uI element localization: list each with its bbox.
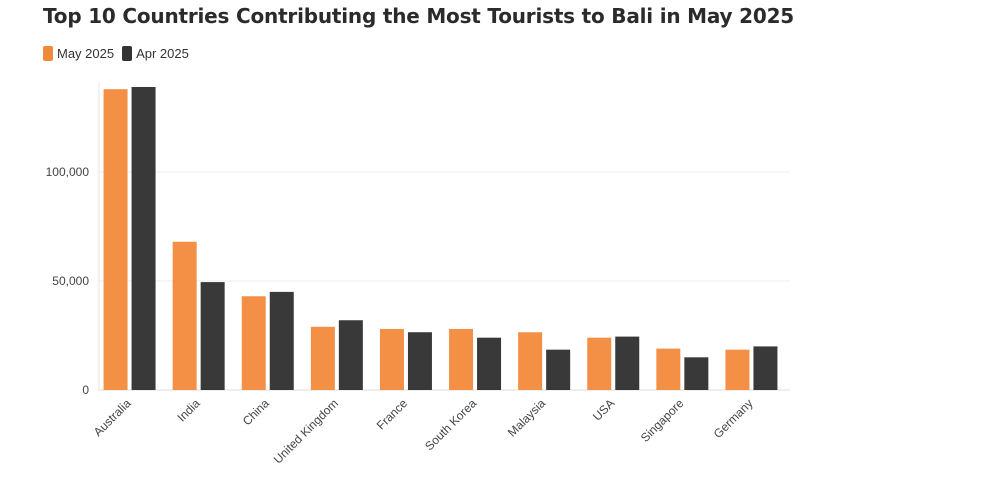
- bar[interactable]: [241, 296, 266, 390]
- chart-title: Top 10 Countries Contributing the Most T…: [43, 4, 795, 28]
- bar[interactable]: [269, 291, 294, 390]
- bar[interactable]: [753, 346, 778, 390]
- y-tick-label: 50,000: [52, 274, 89, 288]
- bar[interactable]: [546, 349, 571, 390]
- bar[interactable]: [379, 328, 404, 390]
- bar[interactable]: [518, 332, 543, 390]
- legend-item-apr-2025[interactable]: Apr 2025: [122, 46, 189, 61]
- bar[interactable]: [587, 337, 612, 390]
- x-tick-label: Germany: [711, 396, 756, 441]
- legend-swatch-apr-2025: [122, 46, 133, 61]
- bar[interactable]: [200, 282, 225, 390]
- bar[interactable]: [684, 357, 709, 390]
- x-tick-label: Australia: [91, 396, 134, 439]
- bar[interactable]: [172, 241, 197, 390]
- bar[interactable]: [656, 348, 681, 390]
- x-tick-label: India: [174, 396, 203, 425]
- bar[interactable]: [615, 336, 640, 390]
- legend: May 2025 Apr 2025: [43, 46, 197, 61]
- bar[interactable]: [310, 326, 335, 390]
- bar[interactable]: [103, 89, 128, 390]
- legend-item-may-2025[interactable]: May 2025: [43, 46, 114, 61]
- bar[interactable]: [131, 86, 156, 390]
- legend-label-may-2025: May 2025: [57, 46, 115, 61]
- x-tick-label: China: [240, 396, 272, 428]
- bar[interactable]: [477, 337, 502, 390]
- bar[interactable]: [725, 349, 750, 390]
- legend-label-apr-2025: Apr 2025: [136, 46, 189, 61]
- y-tick-label: 100,000: [46, 165, 90, 179]
- y-tick-label: 0: [82, 383, 89, 397]
- x-tick-label: France: [374, 396, 411, 433]
- x-tick-label: Singapore: [638, 396, 687, 445]
- x-tick-label: USA: [590, 396, 617, 423]
- x-tick-label: South Korea: [422, 396, 479, 453]
- bar[interactable]: [407, 332, 432, 390]
- bar[interactable]: [338, 320, 363, 390]
- x-tick-label: Malaysia: [505, 396, 549, 440]
- bar[interactable]: [449, 328, 474, 390]
- legend-swatch-may-2025: [43, 46, 53, 61]
- x-tick-label: United Kingdom: [271, 396, 341, 466]
- bars: [103, 86, 778, 390]
